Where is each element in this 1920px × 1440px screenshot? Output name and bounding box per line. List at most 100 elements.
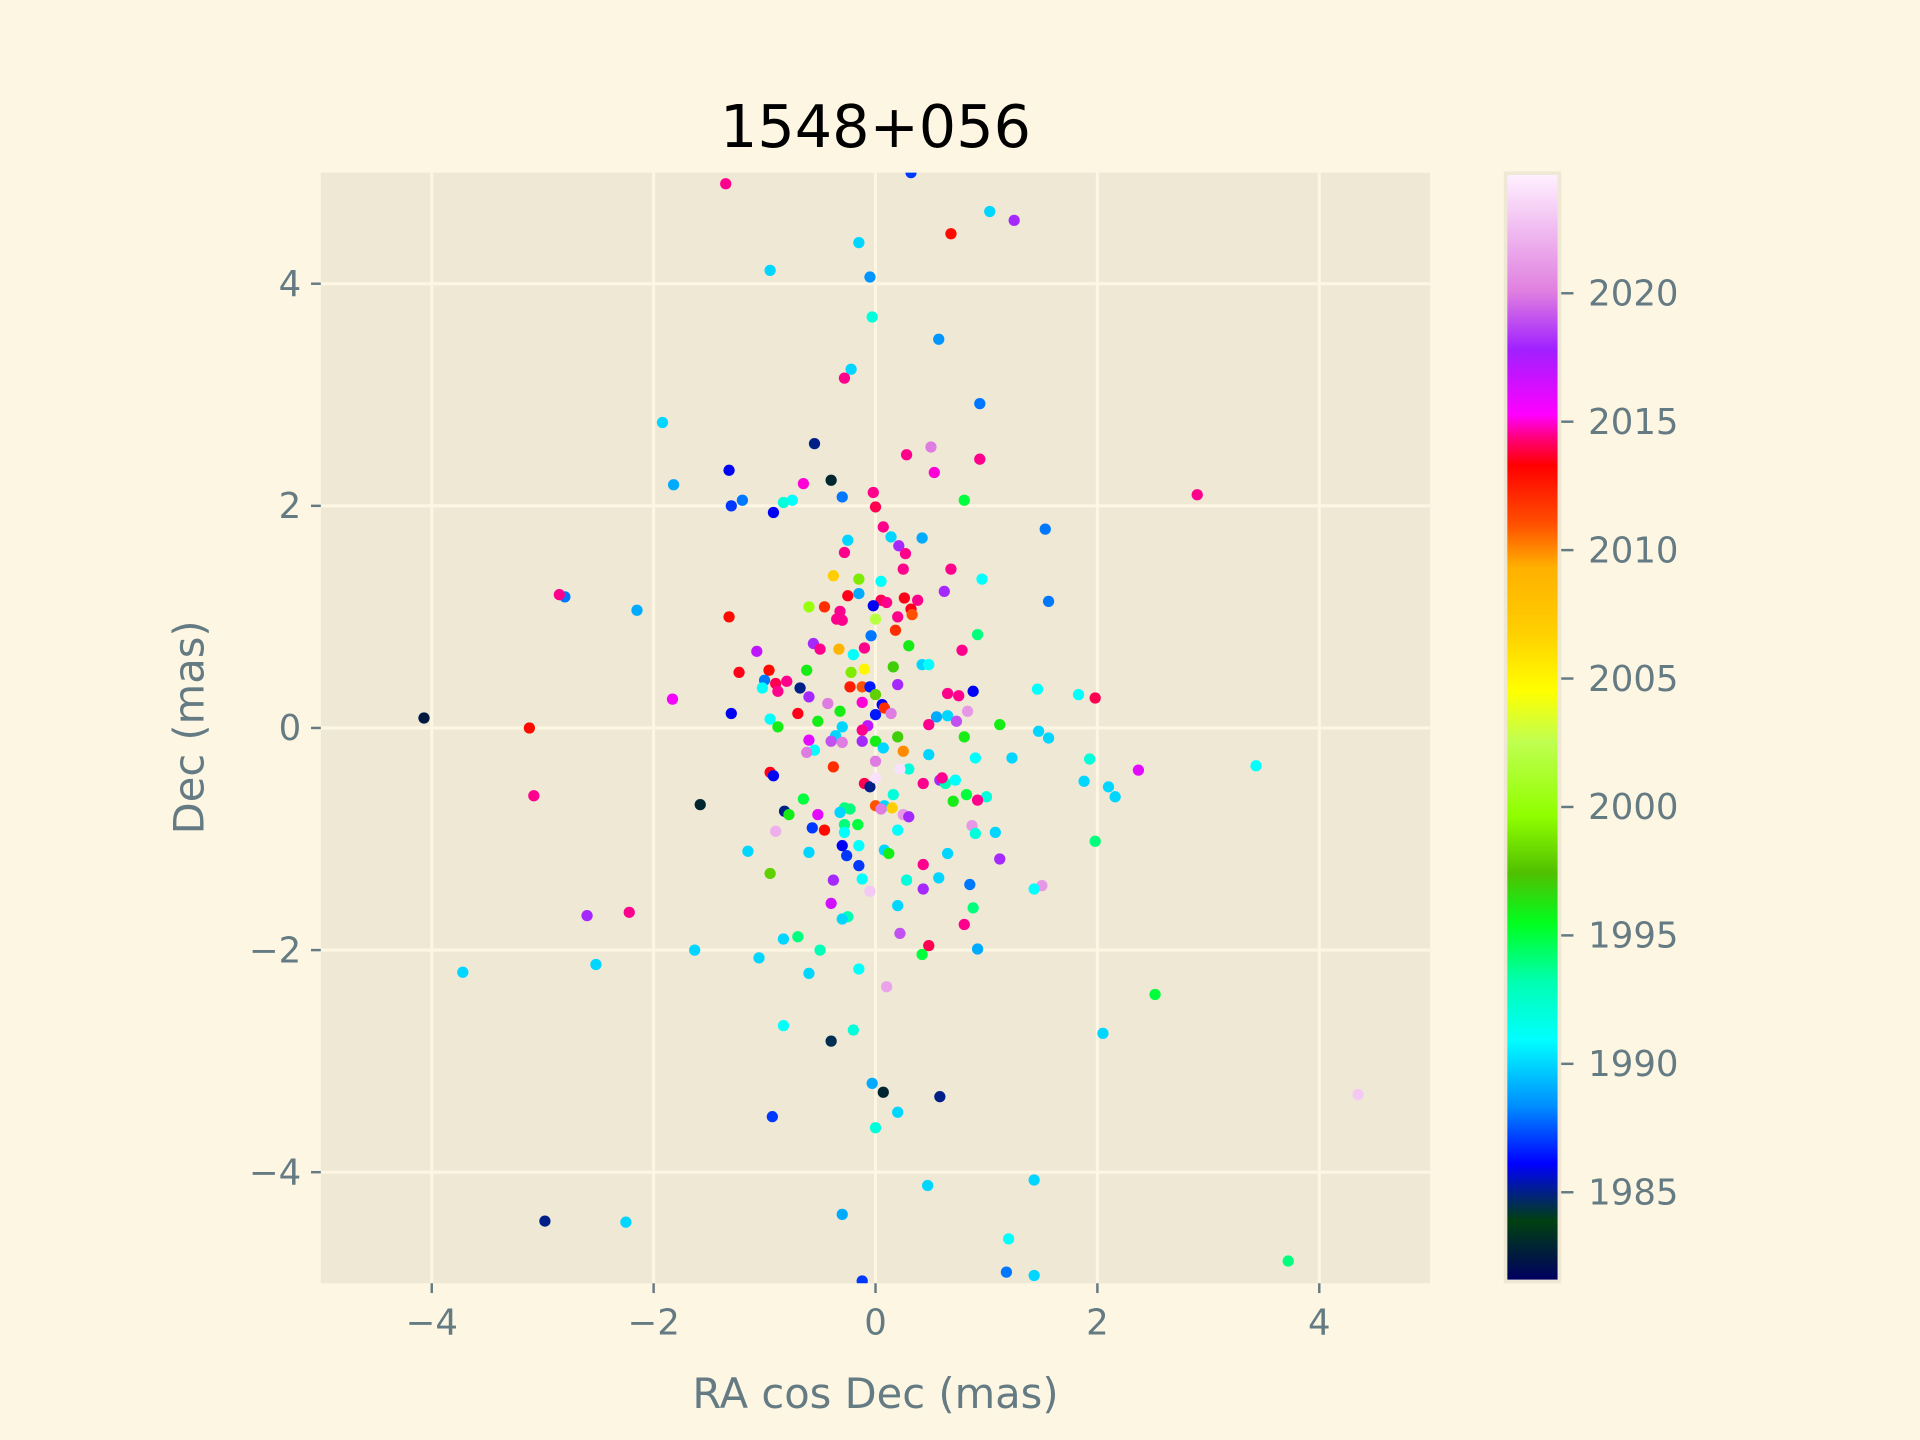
data-point xyxy=(967,685,979,697)
data-point xyxy=(971,629,984,641)
colorbar-tick-label: 1985 xyxy=(1588,1173,1678,1214)
data-point xyxy=(856,873,868,885)
data-point xyxy=(753,952,765,964)
data-point xyxy=(803,734,815,746)
data-point xyxy=(853,236,865,249)
data-point xyxy=(818,601,831,613)
data-point xyxy=(856,1275,868,1284)
x-tick-label: 2 xyxy=(1086,1303,1109,1344)
data-point xyxy=(856,735,868,747)
data-point xyxy=(877,521,889,533)
data-point xyxy=(834,806,846,818)
data-point xyxy=(885,707,897,720)
data-point xyxy=(877,1086,889,1098)
data-point xyxy=(1028,883,1040,895)
data-point xyxy=(1102,781,1115,793)
data-point xyxy=(892,679,904,691)
data-point xyxy=(847,649,859,661)
colorbar xyxy=(1507,175,1558,1280)
data-point xyxy=(883,847,895,860)
data-point xyxy=(864,271,876,283)
data-point xyxy=(893,540,905,552)
data-point xyxy=(900,449,913,461)
data-point xyxy=(1039,523,1051,535)
y-axis-ticks: −4 −2 0 2 4 xyxy=(249,264,321,1193)
data-point xyxy=(976,573,988,585)
data-point xyxy=(825,1035,837,1047)
data-point xyxy=(880,981,893,993)
data-point xyxy=(841,850,853,862)
data-point xyxy=(869,689,882,701)
data-point xyxy=(889,624,902,636)
data-point xyxy=(994,853,1006,865)
data-point xyxy=(777,933,790,945)
y-axis-label: Dec (mas) xyxy=(164,620,213,834)
data-point xyxy=(812,808,824,821)
data-point xyxy=(792,707,804,720)
data-point xyxy=(894,927,906,940)
data-point xyxy=(822,697,834,710)
data-point xyxy=(917,777,929,790)
data-point xyxy=(1132,764,1145,776)
data-point xyxy=(457,966,469,978)
data-point xyxy=(827,570,839,582)
data-point xyxy=(1031,683,1044,695)
data-point xyxy=(858,642,871,654)
data-point xyxy=(764,713,776,725)
data-point xyxy=(723,611,735,623)
data-point xyxy=(528,790,540,802)
data-point xyxy=(922,1179,934,1192)
data-point xyxy=(842,590,854,602)
data-point xyxy=(971,943,984,955)
data-point xyxy=(869,755,882,767)
data-point xyxy=(825,474,837,486)
data-point xyxy=(980,791,993,803)
data-point xyxy=(853,963,865,975)
data-point xyxy=(897,563,909,575)
data-point xyxy=(956,644,968,656)
data-point xyxy=(764,264,776,277)
data-point xyxy=(903,811,915,823)
data-point xyxy=(723,464,735,476)
x-tick-label: 0 xyxy=(864,1303,887,1344)
chart-title: 1548+056 xyxy=(720,92,1031,161)
data-point xyxy=(892,731,904,743)
data-point xyxy=(923,718,935,731)
data-point xyxy=(838,826,851,838)
data-point xyxy=(984,205,996,218)
data-point xyxy=(950,715,963,727)
data-point xyxy=(781,675,793,687)
data-point xyxy=(853,587,865,600)
colorbar-tick-label: 1995 xyxy=(1588,916,1678,957)
data-point xyxy=(777,1019,790,1032)
data-point xyxy=(418,712,430,724)
data-point xyxy=(971,794,984,806)
data-point xyxy=(689,944,701,956)
data-point xyxy=(836,736,848,749)
data-point xyxy=(853,573,865,585)
data-point xyxy=(856,696,868,709)
x-tick-label: 4 xyxy=(1308,1303,1331,1344)
data-point xyxy=(794,682,806,694)
data-point xyxy=(818,824,831,836)
data-point xyxy=(933,872,945,884)
data-point xyxy=(772,721,784,733)
data-point xyxy=(847,1024,859,1036)
data-point xyxy=(905,172,917,179)
data-point xyxy=(803,846,815,858)
data-point xyxy=(938,585,950,597)
data-point xyxy=(852,818,864,831)
data-point xyxy=(825,897,837,910)
data-point xyxy=(869,1122,882,1134)
data-point xyxy=(941,687,954,700)
data-point xyxy=(930,711,943,723)
data-point xyxy=(836,1208,848,1221)
data-point xyxy=(916,948,928,961)
data-point xyxy=(856,681,868,693)
data-point xyxy=(801,664,813,676)
data-point xyxy=(844,803,856,815)
data-point xyxy=(936,772,948,784)
data-point xyxy=(885,531,897,543)
colorbar-tick-label: 2015 xyxy=(1588,402,1678,443)
